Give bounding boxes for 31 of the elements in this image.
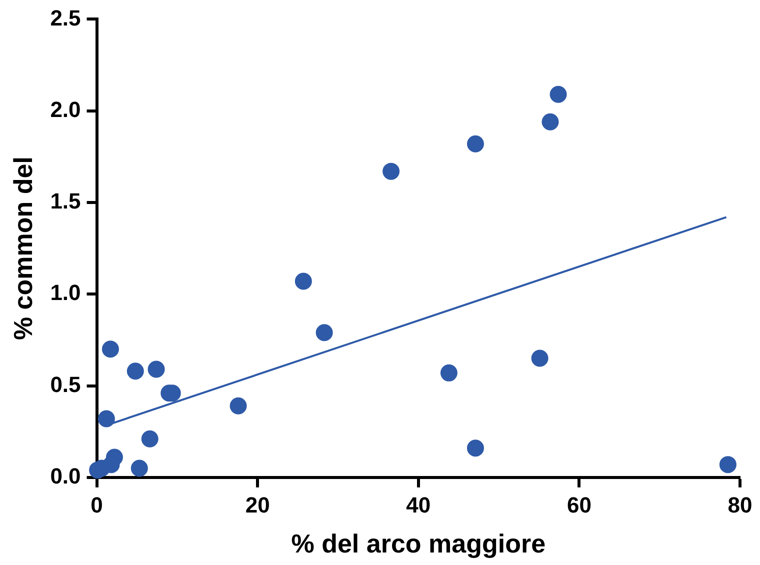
x-axis-title: % del arco maggiore: [291, 528, 546, 559]
x-tick-label: 60: [566, 492, 592, 518]
point: [466, 440, 484, 457]
point: [542, 113, 559, 130]
x-tick-label: 80: [728, 492, 752, 518]
y-tick-label: 1.0: [50, 280, 81, 306]
point: [466, 135, 484, 152]
point: [294, 272, 312, 290]
y-tick-label: 2.0: [50, 96, 81, 122]
y-axis-title: % common del: [8, 156, 38, 340]
point: [230, 397, 247, 414]
point: [531, 350, 548, 367]
x-tick-label: 40: [406, 492, 431, 518]
x-tick-label: 0: [90, 492, 103, 518]
point: [316, 324, 333, 342]
point: [98, 410, 115, 428]
point: [148, 360, 165, 378]
point: [130, 460, 148, 477]
x-tick-label: 20: [245, 492, 270, 518]
point: [440, 364, 458, 382]
point: [126, 362, 144, 380]
y-tick-label: 0.0: [50, 463, 81, 488]
point: [550, 86, 567, 103]
y-tick-label: 1.5: [50, 188, 81, 214]
point: [141, 430, 158, 448]
point: [382, 162, 400, 180]
y-tick-label: 0.5: [50, 372, 81, 397]
point: [102, 340, 119, 358]
y-tick-label: 2.5: [50, 5, 81, 30]
point: [719, 456, 736, 474]
point: [102, 456, 120, 474]
